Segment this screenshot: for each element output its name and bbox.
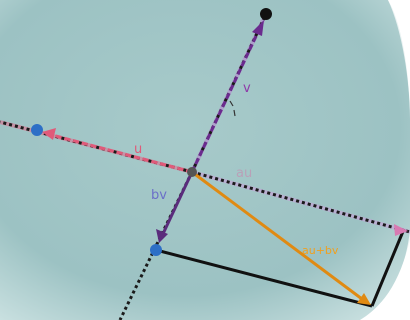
point-v-end[interactable] [260, 8, 272, 20]
vector-bv-shaft [160, 171, 194, 237]
vector-u-shaft [51, 133, 193, 174]
parallelogram-side-bottom [155, 248, 373, 308]
vector-au-arrowhead [394, 224, 408, 236]
vector-sum-arrowhead [357, 293, 371, 305]
plane-edge-highlight [330, 0, 410, 120]
label-au-plus-bv: au+bv [302, 244, 339, 257]
point-origin [187, 167, 197, 177]
plane-edge-highlight-bottom [362, 230, 410, 320]
label-bv: bv [151, 188, 167, 203]
v-tick-mark-2 [233, 109, 236, 117]
point-u-end[interactable] [31, 124, 43, 136]
point-bv-end[interactable] [150, 244, 162, 256]
au-axis-dashes [191, 170, 410, 234]
vector-v-arrowhead [252, 20, 264, 36]
label-v: v [243, 81, 251, 96]
vector-u-arrowhead [42, 128, 56, 140]
vector-v-shaft [190, 31, 260, 173]
vector-sum-shaft [191, 170, 363, 301]
label-u: u [134, 142, 142, 157]
v-tick-mark [229, 100, 234, 107]
label-au: au [236, 166, 252, 181]
vector-bv-arrowhead [156, 229, 168, 243]
parallelogram-side-right [370, 228, 406, 307]
